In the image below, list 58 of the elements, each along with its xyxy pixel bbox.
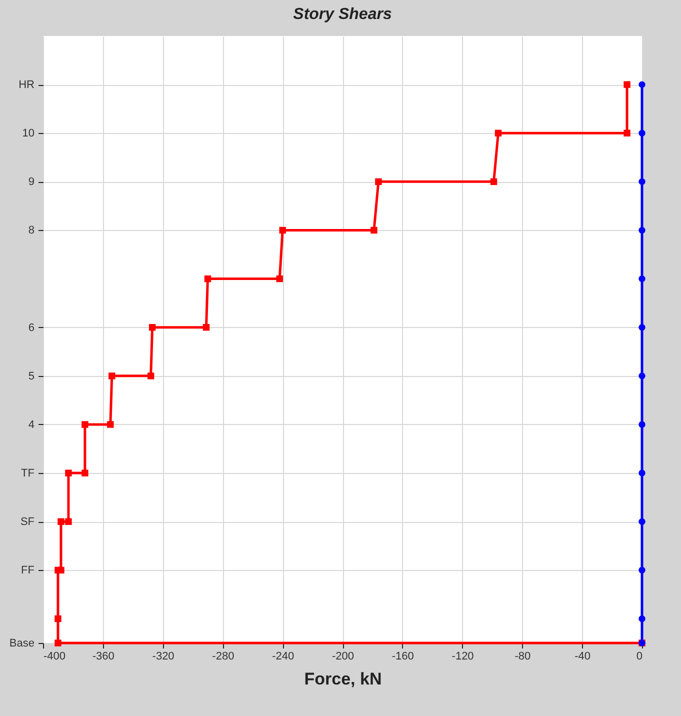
y-tick-label: HR bbox=[18, 79, 35, 92]
point bbox=[638, 275, 646, 282]
point bbox=[638, 324, 646, 331]
y-tick-label: TF bbox=[21, 468, 35, 480]
point bbox=[107, 421, 114, 428]
point bbox=[638, 518, 646, 525]
y-tick-label: SF bbox=[20, 516, 35, 528]
point bbox=[58, 518, 64, 525]
x-tick-label: -240 bbox=[272, 650, 294, 662]
x-tick-label: -400 bbox=[44, 650, 66, 662]
point bbox=[108, 372, 116, 380]
point bbox=[638, 372, 646, 380]
point bbox=[276, 275, 283, 282]
point bbox=[58, 566, 64, 574]
point bbox=[82, 470, 88, 476]
x-tick-label: -120 bbox=[452, 650, 474, 662]
point bbox=[638, 178, 646, 186]
point bbox=[82, 421, 88, 428]
point bbox=[638, 130, 646, 136]
point bbox=[65, 470, 72, 476]
point bbox=[147, 372, 154, 380]
point bbox=[375, 178, 382, 186]
y-tick-label: 9 bbox=[28, 176, 34, 188]
point bbox=[638, 226, 646, 234]
point bbox=[370, 226, 378, 234]
chart-title: Story Shears bbox=[293, 6, 392, 23]
y-tick-label: 6 bbox=[28, 322, 34, 334]
point bbox=[490, 178, 498, 186]
x-tick-label: -40 bbox=[574, 650, 591, 662]
point bbox=[148, 324, 156, 331]
x-tick-label: -200 bbox=[332, 650, 354, 662]
point bbox=[624, 130, 630, 136]
x-tick-label: -160 bbox=[392, 650, 414, 662]
point bbox=[279, 226, 286, 234]
point bbox=[54, 615, 62, 622]
y-tick-label: FF bbox=[21, 564, 35, 577]
x-tick-label: -320 bbox=[152, 650, 174, 662]
y-tick-label: Base bbox=[9, 638, 34, 650]
y-tick-label: 5 bbox=[28, 370, 34, 382]
x-axis-title: Force, kN bbox=[304, 670, 382, 688]
point bbox=[624, 81, 630, 88]
x-tick-label: -280 bbox=[212, 650, 234, 662]
y-tick-label: 10 bbox=[22, 128, 34, 140]
y-tick-label: 8 bbox=[28, 224, 34, 237]
x-tick-label: -360 bbox=[92, 650, 114, 662]
point bbox=[54, 640, 62, 646]
point bbox=[638, 421, 646, 428]
point bbox=[202, 324, 210, 331]
point bbox=[638, 470, 646, 476]
y-tick-label: 4 bbox=[28, 418, 34, 431]
point bbox=[494, 130, 502, 136]
x-tick-label: 0 bbox=[636, 650, 642, 662]
point bbox=[204, 275, 212, 282]
point bbox=[638, 615, 646, 622]
x-tick-label: -80 bbox=[514, 650, 531, 662]
point bbox=[65, 518, 72, 525]
point bbox=[638, 566, 646, 574]
point bbox=[638, 81, 646, 88]
